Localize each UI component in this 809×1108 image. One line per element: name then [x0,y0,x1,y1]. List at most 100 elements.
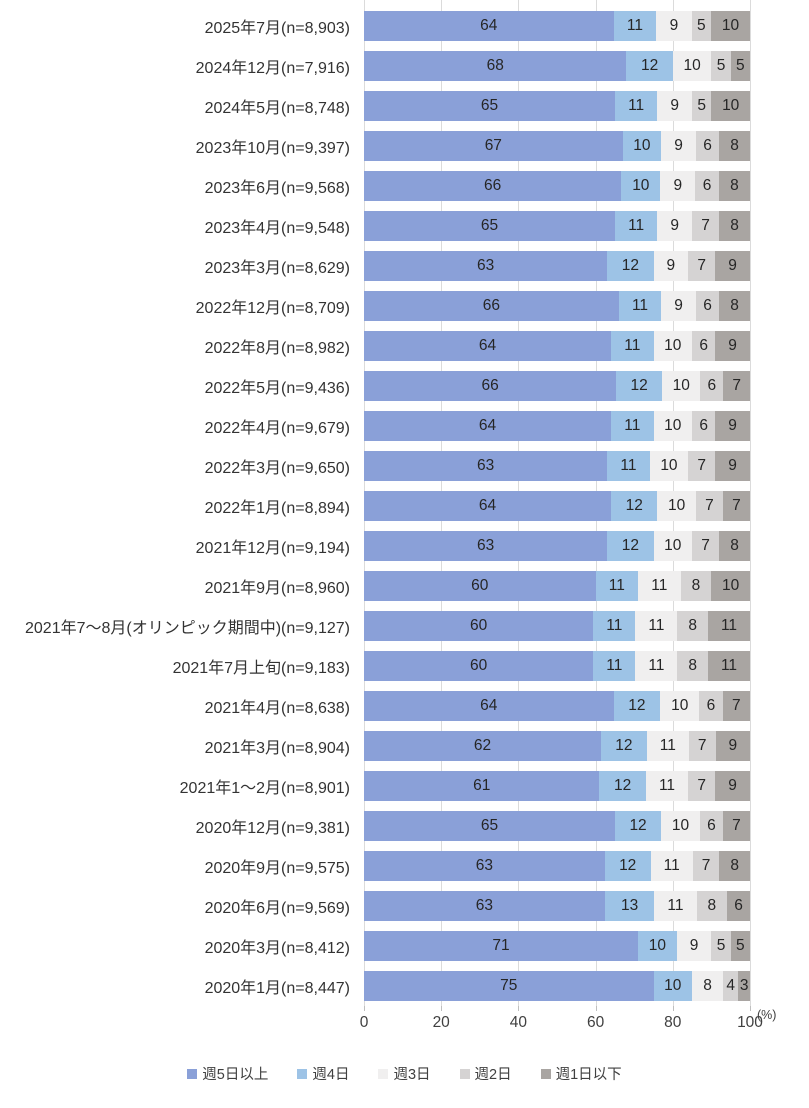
bar-segment: 10 [622,131,662,161]
bar-segment: 10 [660,691,700,721]
bar-segment: 10 [711,571,750,601]
bar-segment: 66 [364,371,617,401]
stacked-bar: 66 12 10 6 7 [364,371,750,401]
bar-segment: 7 [722,811,750,841]
bar-segment: 64 [364,691,614,721]
chart-rows: 2025年7月(n=8,903) 64 11 9 5 10 2024年12月(n=7,9… [0,11,809,1001]
bar-segment: 8 [719,291,750,321]
bar-segment: 11 [614,211,658,241]
bar-segment: 11 [618,291,662,321]
bar-segment: 7 [688,731,716,761]
bar-segment: 6 [692,331,716,361]
bar-segment: 63 [364,251,608,281]
chart-row: 2020年6月(n=9,569) 63 13 11 8 6 [0,886,809,926]
bar-segment: 8 [696,891,728,921]
chart-row: 2021年7月上旬(n=9,183) 60 11 11 8 11 [0,646,809,686]
stacked-bar: 66 10 9 6 8 [364,171,750,201]
bar-segment: 13 [604,891,655,921]
chart-row: 2021年3月(n=8,904) 62 12 11 7 9 [0,726,809,766]
bar-segment: 7 [722,491,750,521]
bar-segment: 9 [656,11,692,41]
bar-segment: 10 [711,11,750,41]
bar-segment: 10 [649,451,689,481]
bar-segment: 10 [653,971,693,1001]
legend: 週5日以上 週4日 週3日 週2日 週1日以下 [0,1063,809,1084]
axis-tick-label: 80 [664,1014,682,1031]
bar-segment: 67 [364,131,623,161]
bar-segment: 8 [718,171,750,201]
stacked-bar: 63 12 9 7 9 [364,251,750,281]
chart-row: 2021年1～2月(n=8,901) 61 12 11 7 9 [0,766,809,806]
bar-segment: 9 [657,211,693,241]
bar-segment: 11 [650,851,693,881]
stacked-bar: 75 10 8 4 3 [364,971,750,1001]
bar-segment: 12 [616,371,663,401]
stacked-bar: 63 13 11 8 6 [364,891,751,921]
bar-segment: 8 [719,211,750,241]
bar-segment: 6 [692,411,716,441]
bar-segment: 6 [695,171,719,201]
legend-item: 週3日 [378,1063,431,1084]
legend-item: 週5日以上 [187,1063,268,1084]
bar-segment: 11 [611,411,654,441]
bar-segment: 65 [364,211,615,241]
bar-segment: 12 [626,51,673,81]
bar-segment: 6 [699,691,723,721]
stacked-bar: 60 11 11 8 11 [364,651,751,681]
bar-segment: 11 [593,611,636,641]
bar-segment: 60 [364,611,594,641]
bar-segment: 63 [364,451,608,481]
bar-segment: 9 [660,171,696,201]
bar-segment: 3 [738,971,750,1001]
bar-segment: 5 [730,931,750,961]
chart-row: 2021年7～8月(オリンピック期間中)(n=9,127) 60 11 11 8 11 [0,606,809,646]
category-label: 2020年6月(n=9,569) [204,900,350,917]
chart-row: 2022年8月(n=8,982) 64 11 10 6 9 [0,326,809,366]
bar-segment: 10 [661,811,700,841]
bar-segment: 7 [695,491,723,521]
category-label: 2024年12月(n=7,916) [195,60,350,77]
bar-segment: 9 [657,91,693,121]
bar-segment: 64 [364,411,612,441]
bar-segment: 6 [699,811,723,841]
category-label: 2022年8月(n=8,982) [204,340,350,357]
legend-swatch [378,1068,389,1079]
bar-segment: 60 [364,571,596,601]
bar-segment: 12 [611,491,658,521]
bar-segment: 7 [692,531,720,561]
stacked-bar: 64 12 10 6 7 [364,691,750,721]
legend-swatch [459,1068,470,1079]
bar-segment: 10 [653,331,693,361]
bar-segment: 6 [727,891,751,921]
stacked-bar: 63 12 11 7 8 [364,851,750,881]
bar-segment: 61 [364,771,600,801]
category-label: 2023年3月(n=8,629) [204,260,350,277]
category-label: 2021年1～2月(n=8,901) [179,780,350,797]
stacked-bar: 66 11 9 6 8 [364,291,750,321]
category-label: 2021年7～8月(オリンピック期間中)(n=9,127) [25,620,350,637]
stacked-bar: 63 11 10 7 9 [364,451,750,481]
bar-segment: 5 [692,91,712,121]
category-label: 2025年7月(n=8,903) [204,20,350,37]
bar-segment: 75 [364,971,654,1001]
bar-segment: 11 [646,731,689,761]
bar-segment: 63 [364,891,605,921]
bar-segment: 11 [613,11,657,41]
bar-segment: 9 [715,451,750,481]
chart-row: 2024年12月(n=7,916) 68 12 10 5 5 [0,46,809,86]
bar-segment: 7 [688,451,716,481]
category-label: 2020年3月(n=8,412) [204,940,350,957]
bar-segment: 10 [657,491,696,521]
axis-tick-mark [750,1006,751,1011]
bar-segment: 11 [635,651,678,681]
bar-segment: 10 [638,931,677,961]
bar-segment: 64 [364,491,612,521]
legend-item: 週4日 [297,1063,349,1084]
bar-segment: 11 [614,91,658,121]
category-label: 2020年12月(n=9,381) [195,820,350,837]
stacked-bar: 64 11 10 6 9 [364,331,750,361]
bar-segment: 66 [364,171,622,201]
stacked-bar: 64 12 10 7 7 [364,491,750,521]
chart-row: 2023年6月(n=9,568) 66 10 9 6 8 [0,166,809,206]
stacked-bar: 61 12 11 7 9 [364,771,750,801]
